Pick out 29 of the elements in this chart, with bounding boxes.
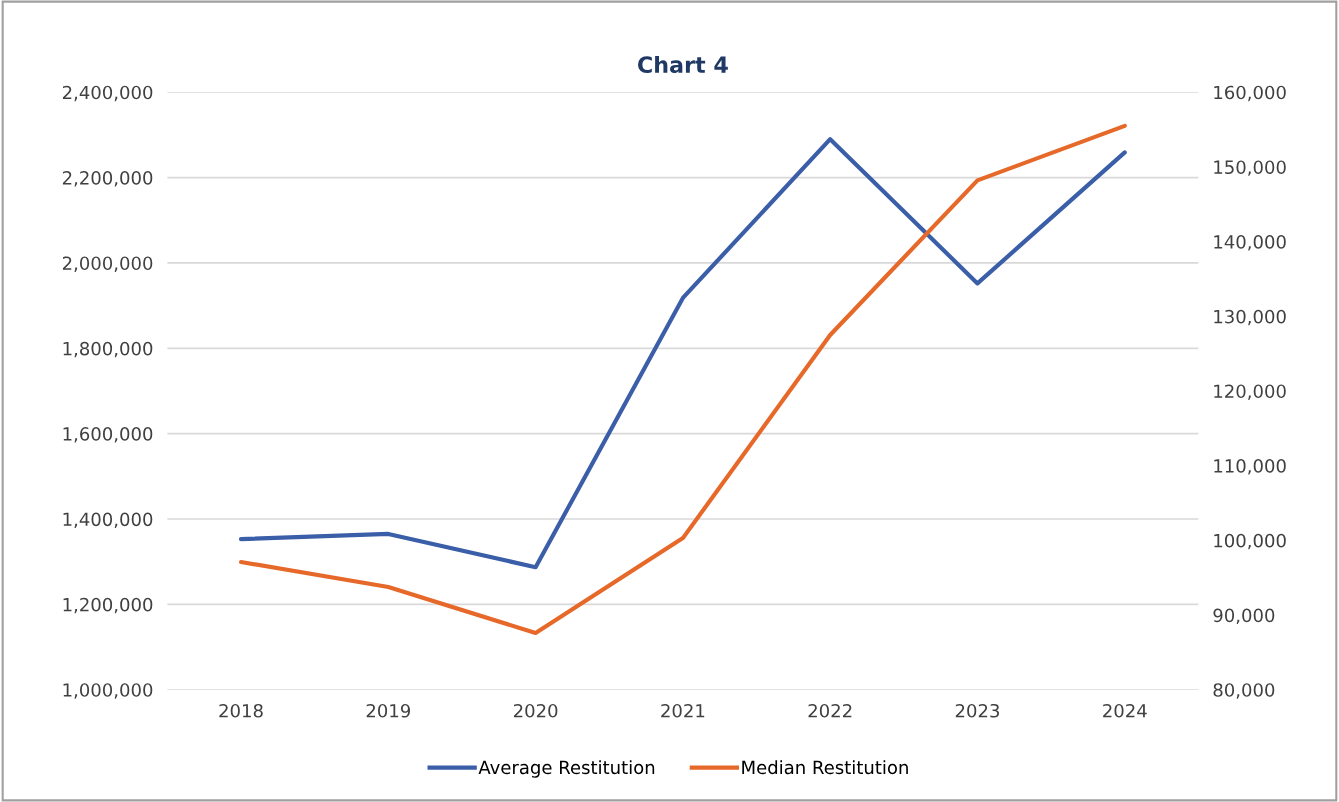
x-tick-label: 2018 [219, 703, 263, 718]
y-tick-label: 2,400,000 [62, 85, 153, 102]
y2-tick-label: 140,000 [1214, 235, 1286, 251]
y2-tick-label: 110,000 [1214, 459, 1286, 475]
y-tick-label: 1,800,000 [63, 341, 153, 358]
y-tick-label: 2,200,000 [62, 171, 153, 187]
y2-tick-label: 90,000 [1213, 608, 1275, 624]
y-tick-label: 2,000,000 [62, 256, 153, 272]
line-series [238, 123, 1127, 636]
y2-tick-label: 130,000 [1214, 309, 1286, 326]
x-tick-label: 2019 [366, 703, 411, 718]
y2-tick-label: 80,000 [1213, 683, 1275, 699]
y-tick-label: 1,400,000 [63, 512, 153, 528]
y2-tick-label: 120,000 [1214, 384, 1286, 400]
line-series [238, 137, 1127, 570]
y2-tick-label: 100,000 [1214, 533, 1286, 550]
x-tick-label: 2024 [1103, 703, 1147, 718]
x-tick-label: 2023 [955, 703, 999, 718]
x-tick-label: 2022 [808, 703, 852, 718]
y-tick-label: 1,000,000 [63, 683, 153, 699]
y2-tick-label: 150,000 [1214, 160, 1286, 176]
legend-label: Average Restitution [478, 760, 655, 778]
y-tick-label: 1,200,000 [63, 597, 153, 614]
y-tick-label: 1,600,000 [63, 427, 153, 443]
legend-label: Median Restitution [742, 760, 908, 775]
x-tick-label: 2021 [661, 703, 705, 718]
chart-title: Chart 4 [638, 55, 728, 74]
y2-tick-label: 160,000 [1214, 85, 1286, 102]
x-tick-label: 2020 [513, 703, 558, 718]
